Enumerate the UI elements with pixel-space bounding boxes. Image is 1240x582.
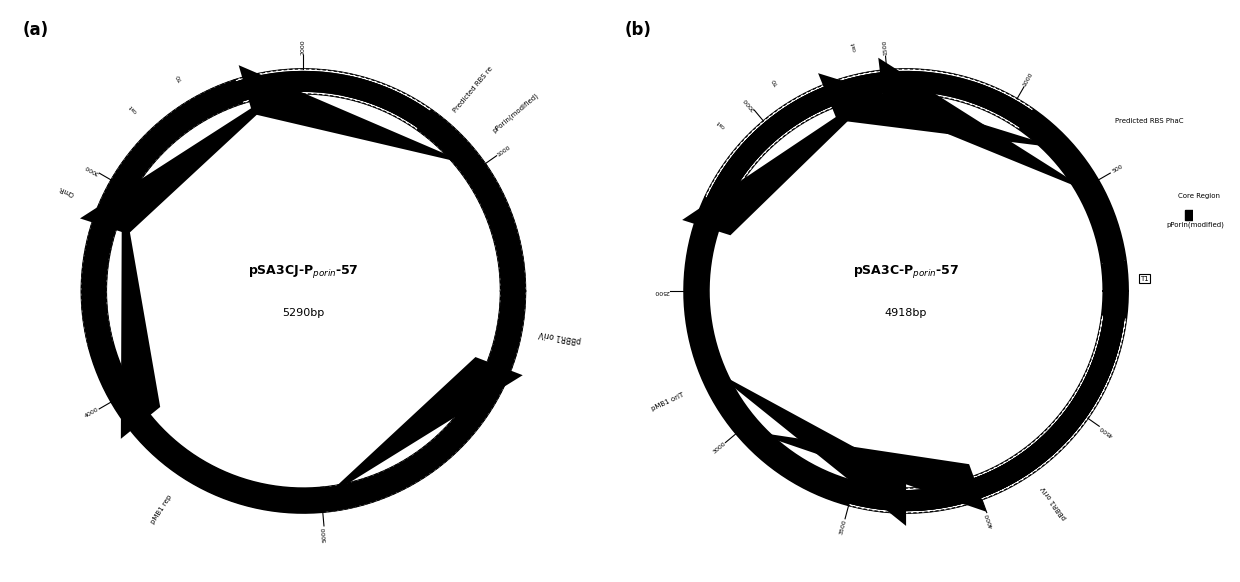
Polygon shape <box>120 186 160 439</box>
Text: 4918bp: 4918bp <box>885 308 928 318</box>
Text: 4000: 4000 <box>985 512 994 528</box>
Text: 5000: 5000 <box>321 526 327 542</box>
Text: pPorin(modified): pPorin(modified) <box>491 92 539 134</box>
Polygon shape <box>848 315 1126 513</box>
Text: 5290bp: 5290bp <box>283 308 325 318</box>
Text: pSA3CJ-P$_{\mathit{porin}}$-57: pSA3CJ-P$_{\mathit{porin}}$-57 <box>248 263 358 280</box>
Text: T1: T1 <box>1140 275 1148 282</box>
Text: CmR: CmR <box>57 184 74 196</box>
Text: pSA3C-P$_{\mathit{porin}}$-57: pSA3C-P$_{\mathit{porin}}$-57 <box>853 263 959 280</box>
Polygon shape <box>81 81 293 234</box>
Polygon shape <box>686 71 1126 498</box>
Polygon shape <box>1185 210 1195 220</box>
Text: cat: cat <box>851 41 858 52</box>
Text: 3500: 3500 <box>838 519 847 535</box>
Polygon shape <box>83 76 523 511</box>
Polygon shape <box>686 81 1126 511</box>
Polygon shape <box>704 69 1033 208</box>
Text: pMB1 oriT: pMB1 oriT <box>650 392 684 413</box>
Polygon shape <box>83 71 523 471</box>
Text: T0: T0 <box>176 73 184 82</box>
Text: cat: cat <box>715 119 725 129</box>
Polygon shape <box>712 370 906 526</box>
Polygon shape <box>684 197 856 505</box>
Text: cat: cat <box>128 103 139 113</box>
Polygon shape <box>878 58 1091 193</box>
Text: 3000: 3000 <box>84 163 100 175</box>
Text: pMB1 rep: pMB1 rep <box>150 494 174 525</box>
Polygon shape <box>83 79 523 511</box>
Polygon shape <box>1019 109 1126 264</box>
Text: 1500: 1500 <box>882 40 888 56</box>
Polygon shape <box>133 71 523 511</box>
Text: 1000: 1000 <box>496 144 511 158</box>
Text: Core Region: Core Region <box>1178 193 1220 199</box>
Text: 4500: 4500 <box>1099 424 1114 438</box>
Text: 4000: 4000 <box>84 407 100 419</box>
Text: T0: T0 <box>771 77 780 86</box>
Polygon shape <box>89 342 322 513</box>
Polygon shape <box>238 65 471 165</box>
Polygon shape <box>686 72 1126 511</box>
Text: pBBR1 oriV: pBBR1 oriV <box>1040 484 1068 520</box>
Polygon shape <box>686 87 1126 511</box>
Text: 3000: 3000 <box>712 441 727 455</box>
Polygon shape <box>1101 260 1128 318</box>
Polygon shape <box>682 82 888 235</box>
Polygon shape <box>82 80 526 513</box>
Polygon shape <box>321 357 523 500</box>
Text: pBBR1 oriV: pBBR1 oriV <box>538 328 582 345</box>
Text: 1000: 1000 <box>1022 72 1034 87</box>
Text: Predicted RBS re: Predicted RBS re <box>451 65 494 113</box>
Text: (a): (a) <box>22 22 48 40</box>
Polygon shape <box>818 73 1059 148</box>
Text: 500: 500 <box>1111 164 1123 174</box>
Text: Predicted RBS PhaC: Predicted RBS PhaC <box>1115 118 1183 124</box>
Text: (b): (b) <box>625 22 652 40</box>
Polygon shape <box>234 69 526 512</box>
Text: pPorin(modified): pPorin(modified) <box>1166 221 1224 228</box>
Text: 2500: 2500 <box>655 289 670 293</box>
Text: 2000: 2000 <box>743 97 756 112</box>
Polygon shape <box>82 80 243 349</box>
Polygon shape <box>750 431 987 512</box>
Text: 2000: 2000 <box>301 39 306 55</box>
Polygon shape <box>686 71 1126 511</box>
